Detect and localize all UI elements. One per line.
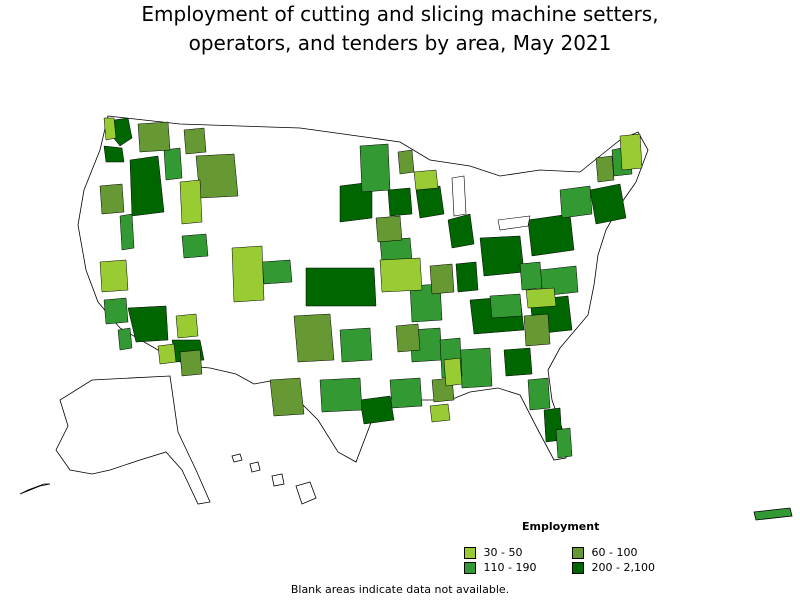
region-indiana: [455, 261, 479, 293]
lake-michigan: [451, 175, 467, 217]
region-upper-michigan: [413, 169, 439, 191]
legend: Employment 30 - 50 60 - 100 110 - 190 20…: [462, 518, 662, 576]
region-west-virginia: [519, 261, 543, 291]
region-vermont: [595, 155, 615, 183]
alaska-islands: [19, 483, 51, 495]
region-oklahoma: [339, 327, 373, 363]
regions-60-100: [99, 121, 615, 417]
region-houston: [359, 395, 395, 425]
region-utah: [181, 233, 209, 259]
regions-30-50: [99, 117, 643, 423]
region-new-england: [589, 183, 627, 225]
region-new-hampshire: [619, 133, 643, 171]
map-title: Employment of cutting and slicing machin…: [0, 0, 800, 58]
region-west-texas: [293, 313, 335, 363]
region-georgia: [503, 347, 533, 377]
region-ozarks: [395, 323, 421, 353]
region-central-florida: [527, 377, 551, 411]
region-east-texas: [319, 377, 363, 413]
region-iowa-west: [379, 257, 423, 293]
region-appalachia: [523, 313, 551, 347]
region-oregon-west: [99, 183, 125, 215]
region-montana-west: [183, 127, 207, 155]
region-chicago: [447, 213, 475, 249]
region-washington-east: [137, 121, 171, 153]
legend-item-200-2100: 200 - 2,100: [572, 561, 655, 575]
region-new-york: [559, 185, 593, 219]
region-los-angeles: [103, 297, 129, 325]
region-south-california: [157, 343, 177, 365]
legend-label: 60 - 100: [591, 546, 638, 559]
legend-item-110-190: 110 - 190: [464, 561, 536, 575]
region-alabama: [459, 347, 493, 389]
legend-title: Employment: [522, 520, 600, 533]
region-nebraska: [375, 215, 403, 243]
region-northern-idaho: [163, 147, 183, 181]
lake-erie: [497, 215, 531, 231]
legend-item-30-50: 30 - 50: [464, 546, 522, 560]
region-texas-panhandle: [269, 377, 305, 417]
hawaii: [231, 453, 317, 505]
footnote: Blank areas indicate data not available.: [290, 583, 510, 596]
region-western-colorado: [231, 245, 265, 303]
region-pennsylvania: [527, 213, 575, 257]
title-line-1: Employment of cutting and slicing machin…: [141, 2, 659, 26]
region-louisiana-south: [429, 403, 451, 423]
region-arizona-north: [175, 313, 199, 339]
region-phoenix: [127, 305, 169, 343]
region-denver: [261, 259, 293, 285]
region-wisconsin: [387, 187, 413, 217]
region-north-michigan: [397, 149, 415, 175]
region-oregon-east: [129, 155, 165, 217]
region-central-idaho: [179, 179, 203, 225]
region-central-oregon: [119, 213, 135, 251]
legend-label: 200 - 2,100: [591, 561, 655, 574]
region-olympic: [103, 117, 117, 141]
region-north-nevada: [99, 259, 129, 293]
legend-swatch: [464, 562, 476, 574]
legend-swatch: [572, 547, 584, 559]
region-ohio: [479, 235, 525, 277]
region-north-dakota: [359, 143, 391, 193]
region-portland: [103, 145, 125, 163]
region-southern-california: [117, 327, 133, 351]
legend-label: 30 - 50: [483, 546, 523, 559]
region-illinois: [429, 263, 455, 295]
alaska: [19, 375, 211, 505]
region-kentucky-east: [525, 287, 557, 309]
region-kansas: [305, 267, 377, 307]
title-line-2: operators, and tenders by area, May 2021: [188, 31, 612, 55]
region-missouri-east: [443, 357, 463, 387]
region-arizona-south: [179, 349, 203, 377]
region-kentucky: [489, 293, 523, 319]
region-idaho: [195, 153, 239, 199]
puerto-rico: [753, 507, 793, 521]
legend-swatch: [572, 562, 584, 574]
legend-swatch: [464, 547, 476, 559]
great-lakes: [451, 175, 531, 231]
legend-item-60-100: 60 - 100: [572, 546, 637, 560]
legend-label: 110 - 190: [483, 561, 537, 574]
region-michigan: [415, 185, 445, 219]
region-louisiana: [389, 377, 423, 409]
region-south-florida: [555, 427, 573, 459]
